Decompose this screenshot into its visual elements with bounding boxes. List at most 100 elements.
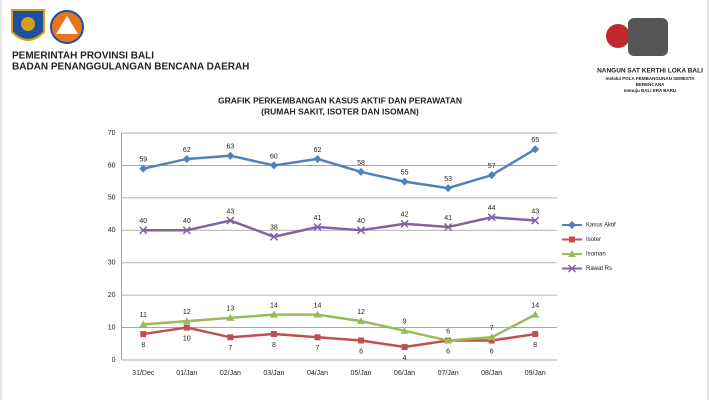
legend-marker [569,236,575,243]
header-line: BADAN PENANGGULANGAN BENCANA DAERAH [12,62,249,73]
x-tick-label: 01/Jan [176,370,197,377]
data-label: 42 [401,212,409,219]
legend-label: Isoman [586,252,606,258]
series-line [143,326,536,349]
marker [139,226,148,235]
marker [140,331,147,338]
x-tick-label: 06/Jan [394,370,415,377]
marker [182,317,191,325]
marker [182,154,191,163]
data-label: 8 [533,342,537,349]
motto: menuju BALI ERA BARU [624,88,677,93]
logo-governor [606,18,668,56]
marker [488,337,495,344]
marker [358,337,365,344]
data-label: 6 [446,328,450,335]
data-label: 40 [139,218,147,225]
data-label: 65 [531,137,539,144]
x-tick-label: 04/Jan [307,370,328,377]
marker [444,184,453,193]
data-label: 9 [403,319,407,326]
data-label: 41 [314,215,322,222]
legend-marker [567,264,577,273]
series-line [143,148,536,190]
data-label: 7 [228,345,232,352]
x-tick-label: 09/Jan [525,370,546,377]
marker [400,219,409,228]
marker [487,213,496,222]
motto: melalui POLA PEMBANGUNAN SEMESTA [605,76,695,81]
data-label: 6 [446,348,450,355]
data-label: 7 [316,345,320,352]
data-label: 60 [270,153,278,160]
data-label: 55 [401,169,409,176]
y-tick-label: 30 [108,260,116,267]
data-label: 7 [490,325,494,332]
marker [226,313,235,321]
marker [226,216,235,225]
legend-marker [568,221,576,229]
data-label: 53 [444,176,452,183]
y-tick-label: 10 [108,324,116,331]
marker [487,333,496,341]
y-tick-label: 40 [108,227,116,234]
data-label: 62 [183,147,191,154]
marker [227,334,234,341]
data-label: 63 [226,144,234,151]
data-label: 8 [141,342,145,349]
legend-label: Kasus Aktif [586,223,616,229]
data-label: 11 [140,312,147,319]
marker [400,177,409,186]
marker [269,310,278,318]
marker [313,310,322,318]
y-tick-label: 60 [108,162,116,169]
data-label: 58 [357,160,365,167]
marker [532,331,539,338]
y-tick-label: 70 [108,130,116,137]
x-tick-label: 02/Jan [220,370,241,377]
y-tick-label: 50 [108,195,116,202]
header-line: PEMERINTAH PROVINSI BALI [12,51,154,62]
data-label: 13 [226,306,234,313]
data-label: 14 [314,302,322,309]
data-label: 40 [183,218,191,225]
marker [182,226,191,235]
data-label: 38 [270,225,278,232]
marker [531,310,540,318]
data-label: 6 [490,348,494,355]
chart-title: GRAFIK PERKEMBANGAN KASUS AKTIF DAN PERA… [218,95,462,105]
data-label: 6 [359,348,363,355]
marker [270,331,277,338]
marker [357,167,366,176]
motto: BERENCANA [636,82,666,87]
y-tick-label: 20 [108,292,116,299]
marker [139,164,148,173]
marker [401,344,408,351]
legend-marker [568,250,576,257]
x-tick-label: 31/Dec [132,370,155,377]
data-label: 8 [272,342,276,349]
data-label: 62 [314,147,322,154]
data-label: 40 [357,218,365,225]
series-line [143,216,536,239]
logo-bpbd [50,10,84,44]
data-label: 43 [531,208,539,215]
x-tick-label: 05/Jan [351,370,372,377]
data-label: 41 [444,215,452,222]
chart-subtitle: (RUMAH SAKIT, ISOTER DAN ISOMAN) [261,106,419,116]
data-label: 4 [403,355,407,362]
marker [313,223,322,232]
marker [531,216,540,225]
y-tick-label: 0 [112,357,116,364]
marker [269,161,278,170]
marker [356,226,366,235]
marker [183,324,190,331]
marker [444,223,453,232]
data-label: 43 [226,208,234,215]
marker [357,317,366,325]
data-label: 14 [270,302,278,309]
legend-label: Isoter [586,237,601,243]
data-label: 12 [183,309,191,316]
